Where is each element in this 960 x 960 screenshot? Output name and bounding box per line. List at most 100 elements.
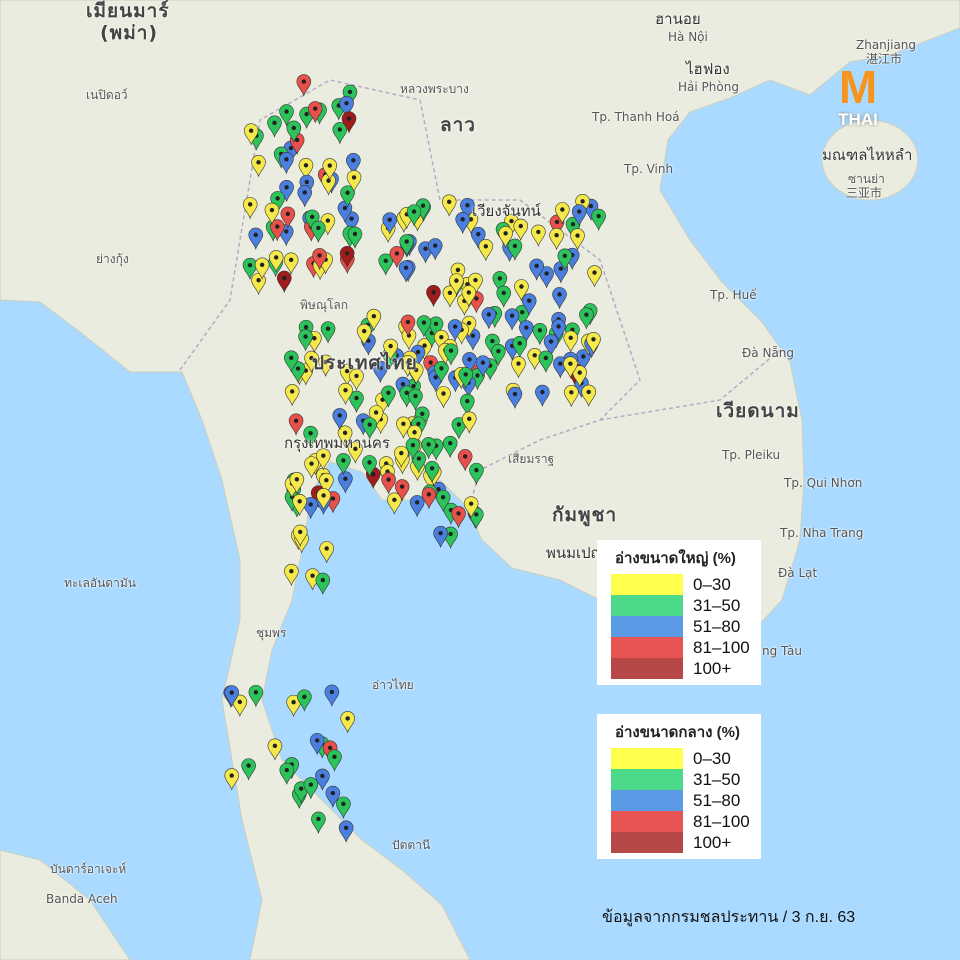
reservoir-pin-0-30[interactable] [436, 386, 451, 409]
reservoir-pin-31-50[interactable] [279, 104, 294, 127]
reservoir-pin-100+[interactable] [426, 284, 441, 308]
reservoir-pin-81-100[interactable] [296, 74, 312, 97]
reservoir-pin-0-30[interactable] [319, 541, 334, 564]
reservoir-pin-51-80[interactable] [539, 266, 554, 289]
reservoir-pin-0-30[interactable] [242, 197, 258, 220]
reservoir-pin-0-30[interactable] [251, 155, 266, 178]
reservoir-pin-0-30[interactable] [304, 350, 319, 374]
reservoir-pin-0-30[interactable] [449, 273, 464, 296]
reservoir-pin-31-50[interactable] [469, 462, 484, 486]
reservoir-pin-31-50[interactable] [320, 321, 336, 344]
reservoir-pin-51-80[interactable] [433, 525, 448, 549]
reservoir-pin-0-30[interactable] [267, 738, 283, 761]
reservoir-pin-51-80[interactable] [507, 386, 523, 409]
reservoir-pin-31-50[interactable] [538, 350, 554, 373]
reservoir-pin-51-80[interactable] [529, 258, 544, 281]
reservoir-pin-31-50[interactable] [327, 749, 342, 772]
reservoir-pin-0-30[interactable] [442, 285, 458, 308]
reservoir-pin-31-50[interactable] [332, 122, 348, 145]
reservoir-pin-0-30[interactable] [289, 472, 305, 495]
reservoir-pin-31-50[interactable] [279, 762, 295, 786]
reservoir-pin-0-30[interactable] [572, 365, 588, 388]
reservoir-pin-31-50[interactable] [290, 361, 306, 384]
reservoir-pin-0-30[interactable] [498, 226, 513, 249]
reservoir-pin-0-30[interactable] [555, 202, 570, 225]
reservoir-pin-31-50[interactable] [362, 455, 377, 478]
reservoir-pin-31-50[interactable] [303, 425, 318, 449]
reservoir-pin-0-30[interactable] [586, 331, 601, 355]
reservoir-pin-51-80[interactable] [338, 471, 353, 494]
reservoir-pin-0-30[interactable] [387, 492, 402, 515]
reservoir-pin-31-50[interactable] [405, 437, 421, 461]
reservoir-pin-31-50[interactable] [491, 343, 506, 367]
reservoir-pin-31-50[interactable] [399, 234, 415, 257]
reservoir-pin-100+[interactable] [276, 270, 292, 294]
reservoir-pin-31-50[interactable] [297, 689, 312, 712]
reservoir-pin-31-50[interactable] [298, 329, 313, 352]
reservoir-pin-51-80[interactable] [481, 307, 497, 330]
reservoir-pin-100+[interactable] [341, 111, 357, 134]
reservoir-pin-51-80[interactable] [303, 497, 318, 520]
reservoir-pin-0-30[interactable] [292, 493, 307, 517]
reservoir-pin-31-50[interactable] [532, 323, 548, 346]
reservoir-pin-51-80[interactable] [519, 320, 534, 343]
reservoir-pin-31-50[interactable] [406, 204, 422, 227]
reservoir-pin-0-30[interactable] [531, 224, 546, 247]
reservoir-pin-51-80[interactable] [332, 408, 348, 431]
reservoir-pin-0-30[interactable] [441, 194, 457, 217]
reservoir-pin-51-80[interactable] [427, 238, 443, 261]
reservoir-pin-0-30[interactable] [356, 323, 372, 347]
reservoir-pin-0-30[interactable] [284, 563, 299, 587]
reservoir-pin-31-50[interactable] [435, 489, 451, 513]
reservoir-pin-51-80[interactable] [504, 308, 520, 331]
reservoir-pin-0-30[interactable] [283, 252, 299, 275]
reservoir-pin-0-30[interactable] [463, 496, 479, 519]
reservoir-pin-51-80[interactable] [455, 211, 470, 235]
reservoir-pin-0-30[interactable] [337, 425, 353, 448]
reservoir-pin-31-50[interactable] [362, 417, 378, 440]
reservoir-pin-0-30[interactable] [407, 424, 422, 448]
reservoir-pin-0-30[interactable] [348, 441, 363, 464]
reservoir-pin-81-100[interactable] [270, 219, 285, 242]
reservoir-pin-31-50[interactable] [428, 316, 444, 339]
reservoir-pin-51-80[interactable] [373, 360, 388, 384]
reservoir-pin-0-30[interactable] [316, 488, 331, 511]
reservoir-pin-0-30[interactable] [322, 158, 338, 181]
reservoir-pin-51-80[interactable] [551, 319, 566, 342]
reservoir-pin-51-80[interactable] [462, 352, 477, 375]
reservoir-pin-100+[interactable] [339, 245, 355, 269]
reservoir-pin-31-50[interactable] [557, 248, 573, 271]
reservoir-pin-31-50[interactable] [459, 393, 475, 417]
reservoir-pin-0-30[interactable] [461, 285, 477, 308]
reservoir-pin-31-50[interactable] [311, 811, 326, 834]
reservoir-pin-31-50[interactable] [241, 758, 256, 781]
reservoir-pin-31-50[interactable] [336, 796, 351, 819]
reservoir-pin-51-80[interactable] [297, 185, 313, 208]
reservoir-pin-81-100[interactable] [307, 101, 323, 124]
reservoir-pin-81-100[interactable] [457, 449, 473, 472]
reservoir-pin-31-50[interactable] [286, 120, 302, 143]
reservoir-pin-51-80[interactable] [309, 733, 325, 756]
reservoir-pin-81-100[interactable] [288, 413, 304, 436]
reservoir-pin-51-80[interactable] [398, 260, 414, 283]
reservoir-pin-51-80[interactable] [552, 287, 567, 310]
reservoir-pin-0-30[interactable] [581, 384, 597, 407]
reservoir-pin-51-80[interactable] [346, 153, 361, 176]
reservoir-pin-31-50[interactable] [492, 271, 508, 294]
reservoir-pin-0-30[interactable] [284, 384, 300, 407]
reservoir-pin-31-50[interactable] [416, 315, 432, 338]
reservoir-pin-81-100[interactable] [451, 506, 466, 529]
reservoir-pin-51-80[interactable] [543, 334, 559, 357]
reservoir-pin-51-80[interactable] [344, 211, 359, 234]
reservoir-pin-31-50[interactable] [248, 684, 264, 708]
reservoir-pin-0-30[interactable] [511, 356, 526, 379]
reservoir-pin-0-30[interactable] [224, 768, 240, 791]
reservoir-pin-31-50[interactable] [434, 360, 449, 384]
reservoir-pin-81-100[interactable] [400, 314, 416, 337]
reservoir-pin-31-50[interactable] [512, 335, 528, 359]
reservoir-pin-51-80[interactable] [575, 349, 591, 372]
reservoir-pin-51-80[interactable] [224, 685, 240, 708]
reservoir-pin-0-30[interactable] [587, 265, 602, 288]
reservoir-pin-0-30[interactable] [549, 227, 564, 251]
